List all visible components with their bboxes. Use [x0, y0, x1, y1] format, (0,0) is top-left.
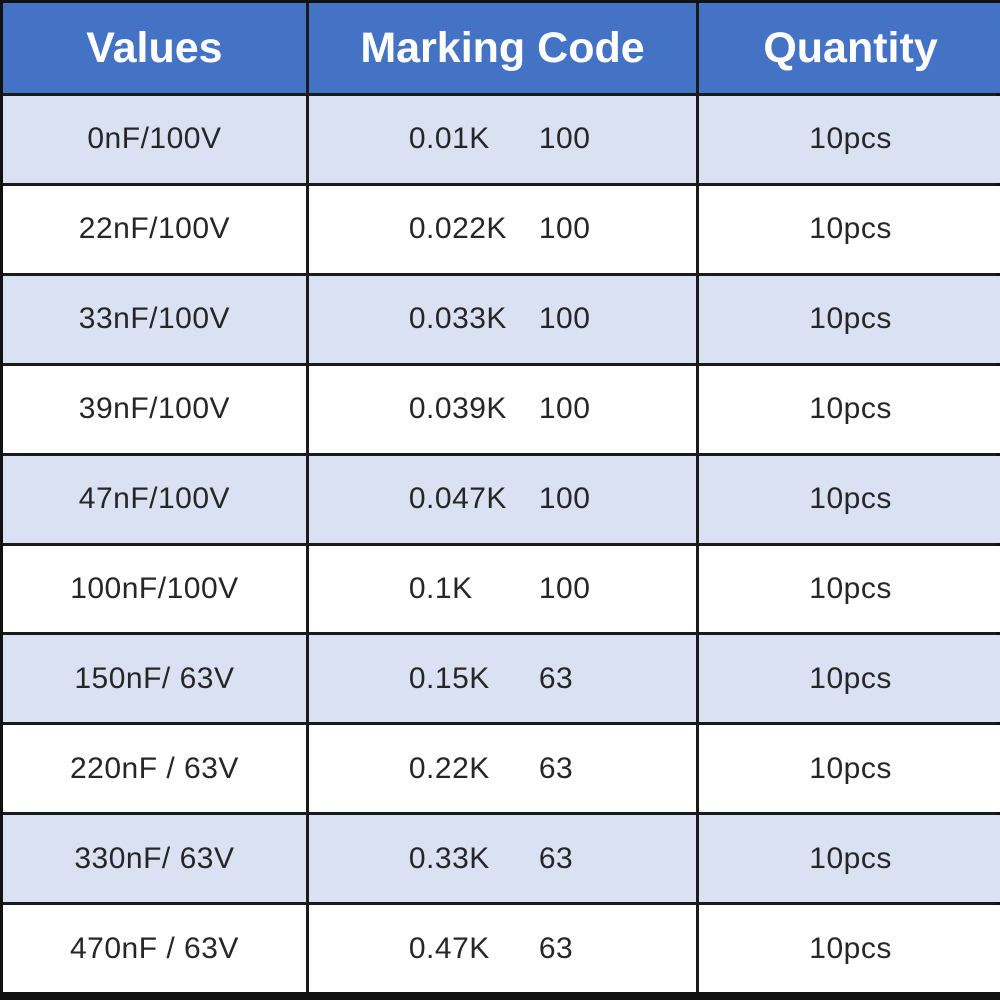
quantity-cell: 10pcs	[699, 365, 1000, 453]
table-row: 100nF/100V 0.1K 100 10pcs	[3, 545, 1000, 633]
voltage-code: 100	[538, 392, 591, 426]
voltage-code: 100	[538, 571, 591, 605]
table-row: 0nF/100V 0.01K 100 10pcs	[3, 96, 1000, 183]
table-row: 47nF/100V 0.047K 100 10pcs	[3, 455, 1000, 543]
marking-code-cell: 0.039K 100	[308, 365, 697, 453]
marking-code: 0.1K	[408, 571, 473, 605]
voltage-code: 63	[538, 841, 574, 875]
marking-code-cell: 0.15K 63	[308, 635, 697, 723]
table-row: 33nF/100V 0.033K 100 10pcs	[3, 275, 1000, 363]
marking-code: 0.047K	[408, 482, 507, 516]
header-marking-code: Marking Code	[308, 3, 697, 93]
table-row: 330nF/ 63V 0.33K 63 10pcs	[3, 815, 1000, 903]
quantity-cell: 10pcs	[699, 635, 1000, 723]
table-row: 220nF / 63V 0.22K 63 10pcs	[3, 725, 1000, 813]
table-row: 22nF/100V 0.022K 100 10pcs	[3, 185, 1000, 273]
quantity-cell: 10pcs	[699, 185, 1000, 273]
marking-code-cell: 0.01K 100	[308, 96, 697, 183]
value-cell: 47nF/100V	[3, 455, 306, 543]
quantity-cell: 10pcs	[699, 275, 1000, 363]
value-cell: 150nF/ 63V	[3, 635, 306, 723]
marking-code-cell: 0.022K 100	[308, 185, 697, 273]
value-cell: 33nF/100V	[3, 275, 306, 363]
marking-code: 0.01K	[408, 122, 490, 156]
marking-code: 0.033K	[408, 302, 507, 336]
voltage-code: 63	[538, 661, 574, 695]
marking-code-cell: 0.33K 63	[308, 815, 697, 903]
value-cell: 470nF / 63V	[3, 905, 306, 992]
voltage-code: 100	[538, 482, 591, 516]
marking-code: 0.039K	[408, 392, 507, 426]
marking-code-cell: 0.22K 63	[308, 725, 697, 813]
voltage-code: 100	[538, 212, 591, 246]
marking-code: 0.022K	[408, 212, 507, 246]
quantity-cell: 10pcs	[699, 815, 1000, 903]
value-cell: 330nF/ 63V	[3, 815, 306, 903]
quantity-cell: 10pcs	[699, 545, 1000, 633]
table-row: 150nF/ 63V 0.15K 63 10pcs	[3, 635, 1000, 723]
quantity-cell: 10pcs	[699, 96, 1000, 183]
voltage-code: 100	[538, 302, 591, 336]
table-row: 470nF / 63V 0.47K 63 10pcs	[3, 905, 1000, 992]
marking-code-cell: 0.47K 63	[308, 905, 697, 992]
marking-code-cell: 0.1K 100	[308, 545, 697, 633]
value-cell: 0nF/100V	[3, 96, 306, 183]
marking-code-cell: 0.047K 100	[308, 455, 697, 543]
marking-code-cell: 0.033K 100	[308, 275, 697, 363]
table-header-row: Values Marking Code Quantity	[3, 3, 1000, 93]
header-quantity: Quantity	[699, 3, 1000, 93]
quantity-cell: 10pcs	[699, 905, 1000, 992]
marking-code: 0.47K	[408, 931, 490, 965]
marking-code: 0.33K	[408, 841, 490, 875]
quantity-cell: 10pcs	[699, 725, 1000, 813]
marking-code: 0.22K	[408, 751, 490, 785]
voltage-code: 63	[538, 751, 574, 785]
quantity-cell: 10pcs	[699, 455, 1000, 543]
value-cell: 22nF/100V	[3, 185, 306, 273]
value-cell: 220nF / 63V	[3, 725, 306, 813]
header-values: Values	[3, 3, 306, 93]
table-row: 39nF/100V 0.039K 100 10pcs	[3, 365, 1000, 453]
value-cell: 39nF/100V	[3, 365, 306, 453]
voltage-code: 100	[538, 122, 591, 156]
value-cell: 100nF/100V	[3, 545, 306, 633]
marking-code: 0.15K	[408, 661, 490, 695]
voltage-code: 63	[538, 931, 574, 965]
